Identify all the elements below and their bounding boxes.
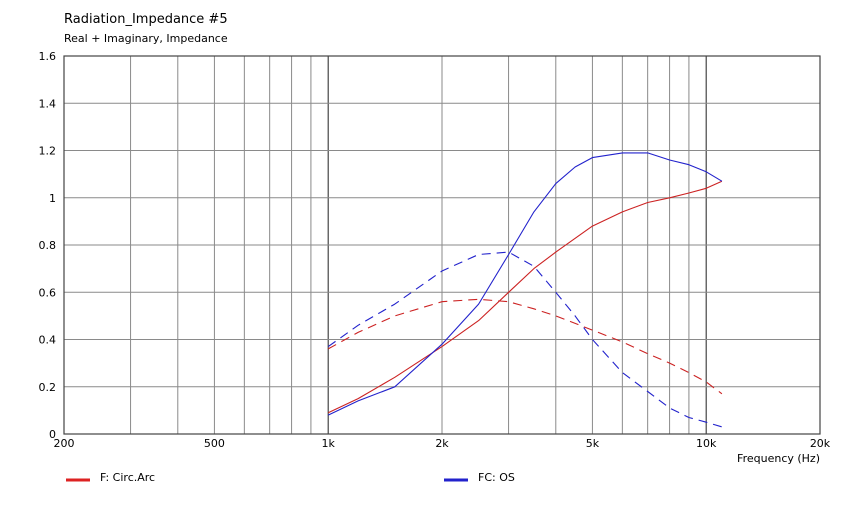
series-line-1: [327, 298, 723, 395]
legend: F: Circ.Arc FC: OS: [66, 471, 515, 484]
axes: 0 0.2 0.4 0.6 0.8 1 1.2 1.4 1.6 200 500 1k 2k 5k 10k 20…: [39, 50, 831, 450]
series-line-0: [327, 180, 723, 414]
series-layer: [327, 152, 723, 428]
chart-subtitle: Real + Imaginary, Impedance: [64, 32, 228, 45]
y-tick-label: 1.6: [39, 50, 57, 63]
y-tick-label: 0.8: [39, 239, 57, 252]
x-tick-label: 1k: [322, 437, 336, 450]
series-line-3: [327, 251, 723, 428]
x-tick-label: 5k: [586, 437, 600, 450]
x-axis-label: Frequency (Hz): [737, 452, 820, 465]
x-tick-label: 2k: [435, 437, 449, 450]
y-tick-label: 1.4: [39, 97, 57, 110]
y-tick-label: 0.4: [39, 334, 57, 347]
x-tick-label: 20k: [810, 437, 831, 450]
grid: [63, 55, 821, 435]
plot-frame: [63, 55, 821, 435]
y-tick-label: 0: [49, 428, 56, 441]
x-tick-label: 500: [204, 437, 225, 450]
legend-label: FC: OS: [478, 471, 515, 484]
y-tick-label: 0.2: [39, 381, 57, 394]
x-tick-label: 200: [54, 437, 75, 450]
chart-title: Radiation_Impedance #5: [64, 12, 228, 27]
y-tick-label: 1.2: [39, 145, 57, 158]
y-tick-label: 1: [49, 192, 56, 205]
series-line-2: [327, 152, 723, 416]
legend-label: F: Circ.Arc: [100, 471, 155, 484]
x-tick-label: 10k: [696, 437, 717, 450]
y-tick-label: 0.6: [39, 286, 57, 299]
